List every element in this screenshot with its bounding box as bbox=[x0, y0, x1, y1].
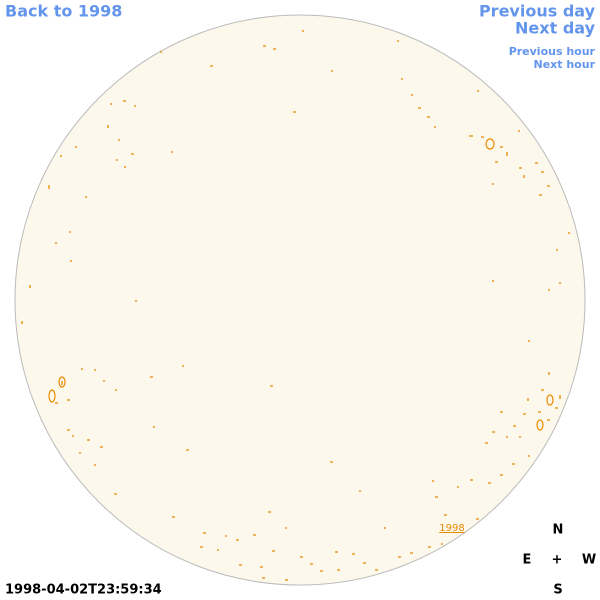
compass-center: + bbox=[552, 553, 563, 568]
back-link[interactable]: Back to 1998 bbox=[5, 2, 122, 21]
region-contour bbox=[546, 394, 554, 406]
previous-day-link[interactable]: Previous day bbox=[479, 2, 596, 21]
solar-disk bbox=[14, 14, 586, 586]
next-hour-link[interactable]: Next hour bbox=[534, 58, 596, 71]
active-regions bbox=[21, 30, 570, 581]
timestamp: 1998-04-02T23:59:34 bbox=[5, 583, 162, 598]
region-contour bbox=[48, 389, 56, 403]
compass-north: N bbox=[553, 523, 564, 538]
year-link[interactable]: 1998 bbox=[439, 523, 464, 534]
next-day-link[interactable]: Next day bbox=[515, 19, 596, 38]
compass-south: S bbox=[553, 583, 562, 598]
region-contour bbox=[536, 419, 544, 431]
region-contour bbox=[485, 138, 495, 150]
compass-west: W bbox=[582, 553, 596, 568]
previous-hour-link[interactable]: Previous hour bbox=[509, 45, 596, 58]
region-contour bbox=[58, 376, 66, 388]
compass-east: E bbox=[523, 553, 532, 568]
